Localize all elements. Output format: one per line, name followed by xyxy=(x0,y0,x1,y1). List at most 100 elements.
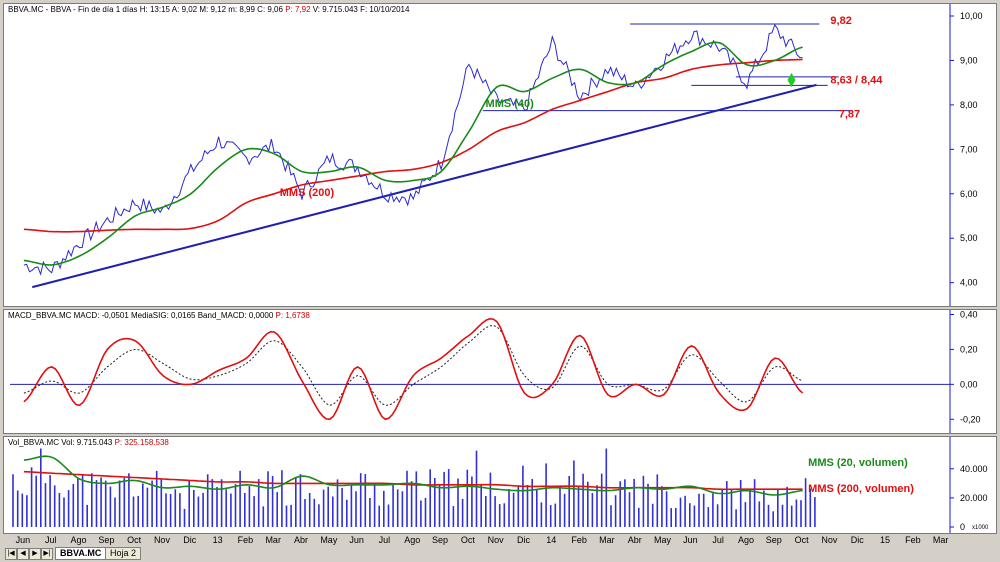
volume-bar xyxy=(183,508,186,527)
volume-bar xyxy=(661,486,663,527)
macd-header: MACD_BBVA.MC MACD: -0,0501 MediaSIG: 0,0… xyxy=(8,311,310,320)
x-tick-label: 13 xyxy=(213,535,223,545)
volume-bar xyxy=(387,504,390,527)
volume-header: Vol_BBVA.MC Vol: 9.715.043 P: 325.158.53… xyxy=(8,438,169,447)
volume-bar xyxy=(716,504,719,527)
volume-bar xyxy=(809,488,812,527)
volume-bar xyxy=(21,493,24,527)
volume-bar xyxy=(281,470,283,527)
volume-bar xyxy=(800,500,802,527)
volume-header-pchange: P: 325.158.538 xyxy=(114,438,169,447)
sheet-tab-bar: |◀ ◀ ▶ ▶| BBVA.MC Hoja 2 xyxy=(3,546,995,560)
volume-bar xyxy=(53,485,56,527)
next-sheet-button[interactable]: ▶ xyxy=(29,548,41,560)
tab-hoja2[interactable]: Hoja 2 xyxy=(105,547,142,560)
volume-bar xyxy=(392,483,394,527)
x-tick-label: Ago xyxy=(71,535,87,545)
volume-bar xyxy=(396,489,399,527)
volume-bar xyxy=(239,470,241,527)
volume-bar xyxy=(721,489,723,527)
label-ma200: MMS (200) xyxy=(280,187,335,199)
volume-bar xyxy=(336,479,339,527)
volume-bar xyxy=(373,483,376,527)
volume-bar xyxy=(197,496,200,527)
x-tick-label: Feb xyxy=(571,535,587,545)
volume-bar xyxy=(327,486,329,527)
support-marker-icon xyxy=(787,72,796,88)
tab-bbva[interactable]: BBVA.MC xyxy=(55,547,107,560)
volume-bar xyxy=(749,489,751,527)
volume-bar xyxy=(786,486,788,527)
volume-bar xyxy=(26,495,28,527)
x-tick-label: Nov xyxy=(154,535,171,545)
volume-bar xyxy=(512,492,515,527)
volume-bar xyxy=(730,488,733,527)
macd-header-text: MACD_BBVA.MC MACD: -0,0501 MediaSIG: 0,0… xyxy=(8,311,276,320)
macd-y-tick-label: -0,20 xyxy=(960,414,981,424)
volume-bar xyxy=(216,487,218,527)
first-sheet-button[interactable]: |◀ xyxy=(5,548,17,560)
x-axis: Jun Jul Ago Sep Oct Nov Dic 13 Feb Mar Abr May Jun Ju… xyxy=(16,535,949,545)
volume-bar xyxy=(267,471,269,527)
volume-y-tick-label: 20.000 xyxy=(960,493,988,503)
volume-bar xyxy=(230,493,232,527)
price-y-tick-label: 4,00 xyxy=(960,278,978,288)
volume-bar xyxy=(670,508,672,527)
volume-bar xyxy=(587,481,589,527)
volume-bar xyxy=(429,469,431,527)
volume-bar xyxy=(262,506,265,527)
price-chart[interactable]: 10,00 9,00 8,00 7,00 6,00 5,00 4,00 9,82 8,63 / … xyxy=(4,4,996,306)
volume-bar xyxy=(169,494,172,527)
volume-bar xyxy=(91,473,93,527)
volume-bar xyxy=(536,489,538,527)
volume-bar xyxy=(30,467,33,527)
price-header-pchange: P: 7,92 xyxy=(285,5,311,14)
volume-bar xyxy=(531,479,533,527)
volume-bar xyxy=(165,493,167,527)
volume-bar xyxy=(151,480,153,527)
volume-bar xyxy=(95,480,98,527)
x-tick-label: May xyxy=(654,535,672,545)
volume-bar xyxy=(100,477,102,527)
volume-bar xyxy=(318,504,320,527)
volume-bar xyxy=(276,492,278,527)
macd-y-tick-label: 0,20 xyxy=(960,344,978,354)
volume-bar xyxy=(359,473,362,527)
volume-bar xyxy=(244,493,246,527)
last-sheet-button[interactable]: ▶| xyxy=(41,548,53,560)
volume-bar xyxy=(466,469,469,527)
price-y-tick-label: 5,00 xyxy=(960,233,978,243)
volume-bar xyxy=(795,499,798,527)
macd-chart[interactable]: 0,40 0,20 0,00 -0,20 xyxy=(4,310,996,433)
volume-bar xyxy=(206,474,209,527)
volume-bar xyxy=(647,483,649,527)
volume-bar xyxy=(40,448,42,527)
volume-bar xyxy=(739,480,742,527)
volume-bar xyxy=(689,503,691,527)
volume-bar xyxy=(420,500,422,527)
x-tick-label: Oct xyxy=(127,535,142,545)
volume-bar xyxy=(443,471,445,527)
x-tick-label: Sep xyxy=(766,535,782,545)
volume-bar xyxy=(438,484,441,527)
volume-bar xyxy=(471,476,473,527)
x-tick-label: Nov xyxy=(821,535,838,545)
prev-sheet-button[interactable]: ◀ xyxy=(17,548,29,560)
volume-bar xyxy=(563,493,566,527)
volume-bar xyxy=(16,490,19,527)
x-tick-label: Ago xyxy=(738,535,754,545)
x-tick-label: Mar xyxy=(265,535,281,545)
x-tick-label: Jun xyxy=(683,535,698,545)
volume-bar xyxy=(81,474,84,527)
volume-bar xyxy=(549,505,552,527)
signal-line xyxy=(23,324,803,406)
volume-bar xyxy=(271,476,274,527)
x-tick-label: Oct xyxy=(795,535,810,545)
volume-bar xyxy=(346,499,348,527)
volume-bar xyxy=(517,485,520,527)
volume-chart[interactable]: 40.000 20.000 0 MMS (20, volumen) MMS (200, … xyxy=(4,437,996,533)
volume-bar xyxy=(619,481,621,527)
volume-bar xyxy=(489,472,492,527)
volume-bar xyxy=(104,480,107,527)
volume-bar xyxy=(591,493,594,527)
